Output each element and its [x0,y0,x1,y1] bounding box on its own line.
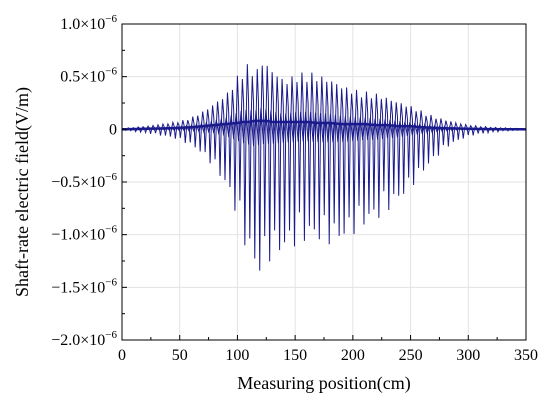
series-centerline [121,119,527,131]
y-tick-label: −1.0×10−6 [51,224,117,244]
x-tick-label: 350 [514,347,538,364]
x-tick-label: 50 [172,347,188,364]
x-tick-label: 150 [283,347,307,364]
y-tick-label: 1.0×10−6 [60,13,117,33]
y-tick-label: −2.0×10−6 [51,329,117,349]
y-tick-label: 0 [109,121,117,138]
y-tick-label: −1.5×10−6 [51,276,117,296]
series-group [121,64,527,271]
y-tick-label: 0.5×10−6 [60,66,117,86]
series-core [121,107,525,146]
ticks [121,23,527,341]
y-axis-label: Shaft-rate electric field(V/m) [12,87,33,297]
x-tick-label: 0 [118,347,126,364]
x-tick-label: 250 [399,347,423,364]
x-tick-label: 300 [456,347,480,364]
x-axis-label: Measuring position(cm) [237,373,410,394]
tick-labels: 0 50 100 150 200 250 300 350 1.0×10−6 0.5×10−6 0 −0… [51,13,538,364]
x-tick-label: 200 [341,347,365,364]
y-tick-label: −0.5×10−6 [51,171,117,191]
x-tick-label: 100 [225,347,249,364]
